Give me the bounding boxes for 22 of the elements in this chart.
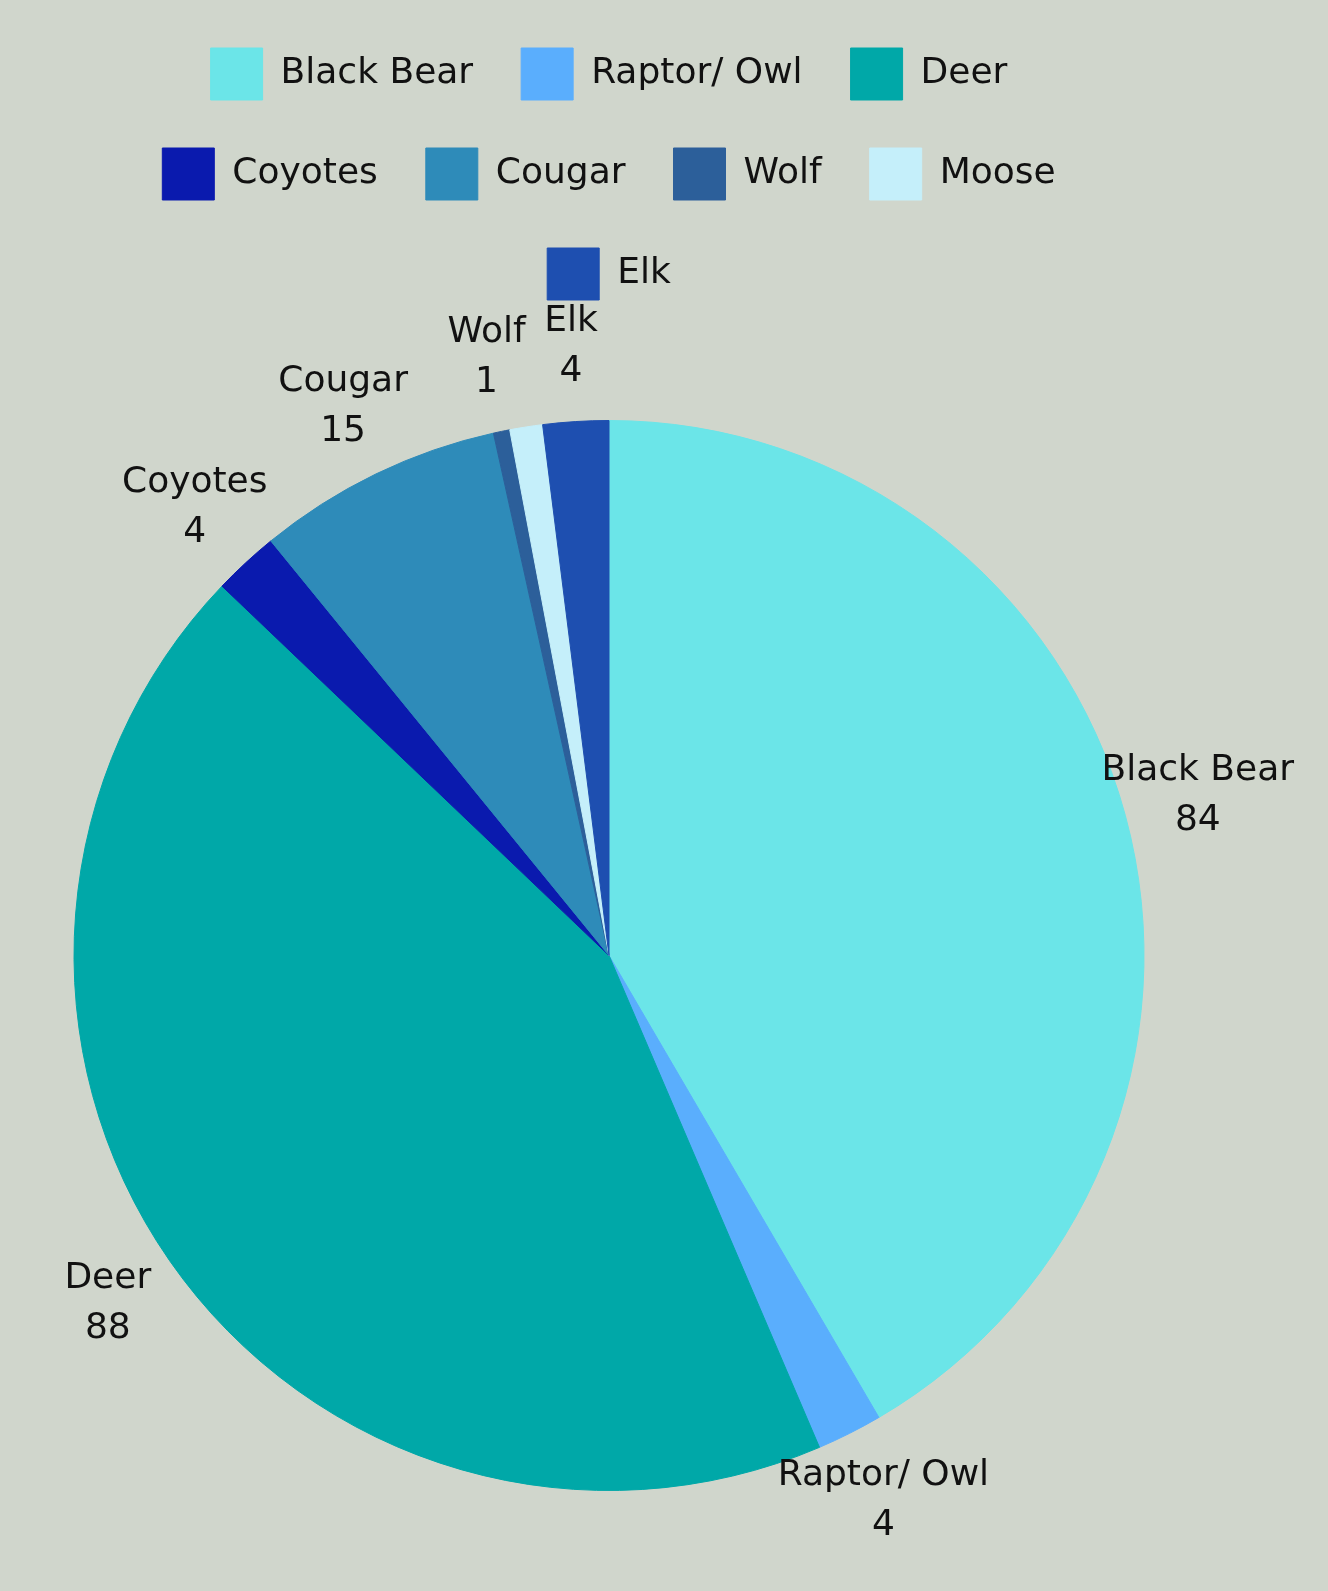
slice-label: Cougar [278, 357, 409, 399]
legend-label: Deer [920, 50, 1008, 92]
legend-label: Wolf [743, 150, 824, 192]
legend-label: Raptor/ Owl [591, 50, 803, 92]
slice-label: Black Bear [1101, 747, 1295, 789]
slice-label: Coyotes [122, 459, 268, 501]
slice-label: Raptor/ Owl [777, 1451, 990, 1493]
data-label: 1 [475, 359, 498, 401]
data-label: 84 [1174, 797, 1221, 839]
data-label: 88 [84, 1304, 131, 1346]
data-label: 4 [183, 509, 207, 551]
legend-label: Black Bear [280, 50, 474, 92]
legend-label: Elk [617, 250, 671, 292]
slice-label: Wolf [447, 309, 527, 351]
data-label: 4 [871, 1501, 895, 1543]
legend-label: Coyotes [232, 150, 378, 192]
legend-label: Moose [939, 150, 1056, 192]
slice-label: Deer [64, 1254, 152, 1296]
slice-label: Elk [544, 298, 599, 340]
data-label: 15 [320, 407, 367, 449]
legend-label: Cougar [495, 150, 626, 192]
data-label: 4 [559, 348, 583, 390]
